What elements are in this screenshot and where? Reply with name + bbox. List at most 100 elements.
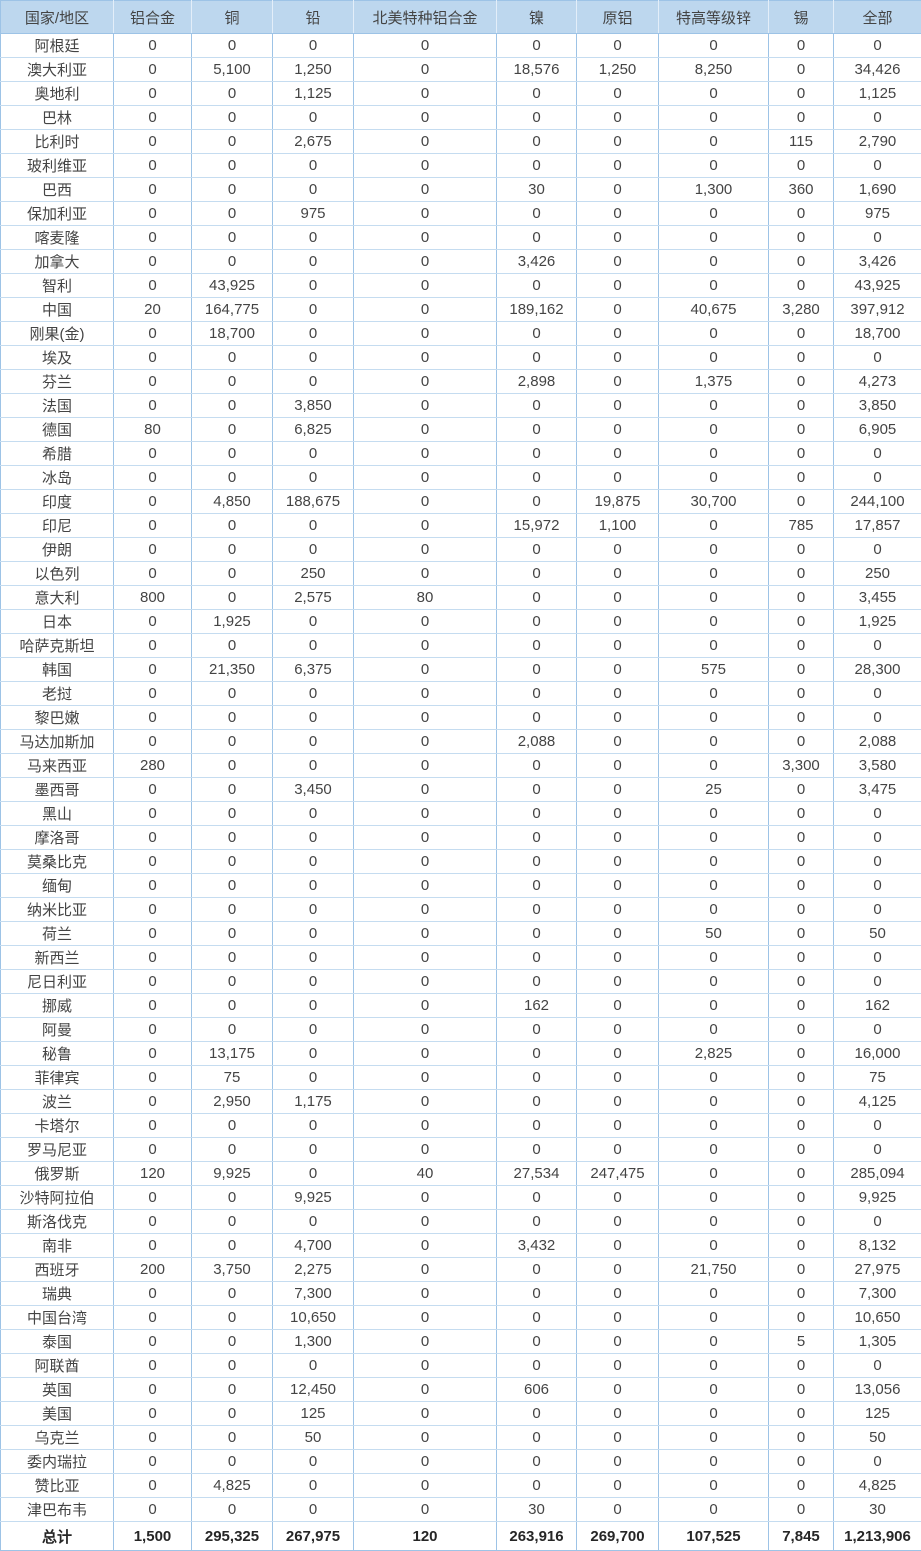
value-cell[interactable]: 4,700 (273, 1234, 354, 1258)
value-cell[interactable]: 0 (114, 1402, 192, 1426)
value-cell[interactable]: 30 (497, 1498, 577, 1522)
value-cell[interactable]: 0 (114, 370, 192, 394)
value-cell[interactable]: 0 (192, 154, 273, 178)
column-header-5[interactable]: 镍 (497, 1, 577, 34)
value-cell[interactable]: 0 (659, 1090, 769, 1114)
value-cell[interactable]: 30 (497, 178, 577, 202)
value-cell[interactable]: 0 (769, 346, 834, 370)
value-cell[interactable]: 0 (354, 370, 497, 394)
value-cell[interactable]: 3,475 (834, 778, 921, 802)
value-cell[interactable]: 0 (273, 34, 354, 58)
country-cell[interactable]: 摩洛哥 (1, 826, 114, 850)
value-cell[interactable]: 0 (659, 1138, 769, 1162)
value-cell[interactable]: 27,975 (834, 1258, 921, 1282)
value-cell[interactable]: 0 (577, 274, 659, 298)
value-cell[interactable]: 0 (497, 274, 577, 298)
country-cell[interactable]: 埃及 (1, 346, 114, 370)
value-cell[interactable]: 0 (659, 442, 769, 466)
value-cell[interactable]: 0 (354, 1210, 497, 1234)
value-cell[interactable]: 10,650 (834, 1306, 921, 1330)
value-cell[interactable]: 6,825 (273, 418, 354, 442)
value-cell[interactable]: 0 (192, 706, 273, 730)
country-cell[interactable]: 玻利维亚 (1, 154, 114, 178)
value-cell[interactable]: 250 (834, 562, 921, 586)
value-cell[interactable]: 0 (577, 1474, 659, 1498)
value-cell[interactable]: 0 (577, 1306, 659, 1330)
value-cell[interactable]: 0 (497, 946, 577, 970)
value-cell[interactable]: 0 (114, 922, 192, 946)
value-cell[interactable]: 0 (354, 1066, 497, 1090)
value-cell[interactable]: 1,100 (577, 514, 659, 538)
value-cell[interactable]: 0 (273, 874, 354, 898)
value-cell[interactable]: 3,455 (834, 586, 921, 610)
value-cell[interactable]: 3,300 (769, 754, 834, 778)
value-cell[interactable]: 0 (273, 754, 354, 778)
value-cell[interactable]: 0 (659, 970, 769, 994)
value-cell[interactable]: 0 (769, 610, 834, 634)
value-cell[interactable]: 0 (577, 1018, 659, 1042)
value-cell[interactable]: 12,450 (273, 1378, 354, 1402)
value-cell[interactable]: 0 (273, 802, 354, 826)
value-cell[interactable]: 0 (273, 106, 354, 130)
value-cell[interactable]: 0 (659, 274, 769, 298)
value-cell[interactable]: 0 (192, 514, 273, 538)
value-cell[interactable]: 0 (577, 754, 659, 778)
value-cell[interactable]: 0 (273, 682, 354, 706)
value-cell[interactable]: 0 (273, 514, 354, 538)
value-cell[interactable]: 0 (192, 226, 273, 250)
value-cell[interactable]: 19,875 (577, 490, 659, 514)
value-cell[interactable]: 0 (192, 82, 273, 106)
value-cell[interactable]: 0 (114, 994, 192, 1018)
value-cell[interactable]: 0 (769, 274, 834, 298)
value-cell[interactable]: 0 (354, 226, 497, 250)
value-cell[interactable]: 0 (273, 1162, 354, 1186)
value-cell[interactable]: 0 (192, 850, 273, 874)
value-cell[interactable]: 0 (769, 898, 834, 922)
value-cell[interactable]: 0 (354, 1282, 497, 1306)
value-cell[interactable]: 0 (192, 1450, 273, 1474)
value-cell[interactable]: 0 (497, 826, 577, 850)
country-cell[interactable]: 比利时 (1, 130, 114, 154)
value-cell[interactable]: 0 (834, 1114, 921, 1138)
value-cell[interactable]: 0 (192, 1210, 273, 1234)
value-cell[interactable]: 0 (577, 1282, 659, 1306)
value-cell[interactable]: 0 (192, 970, 273, 994)
value-cell[interactable]: 0 (659, 226, 769, 250)
value-cell[interactable]: 0 (354, 58, 497, 82)
country-cell[interactable]: 中国 (1, 298, 114, 322)
value-cell[interactable]: 20 (114, 298, 192, 322)
value-cell[interactable]: 0 (273, 250, 354, 274)
country-cell[interactable]: 西班牙 (1, 1258, 114, 1282)
value-cell[interactable]: 0 (354, 538, 497, 562)
value-cell[interactable]: 0 (834, 1018, 921, 1042)
value-cell[interactable]: 5 (769, 1330, 834, 1354)
value-cell[interactable]: 0 (834, 850, 921, 874)
country-cell[interactable]: 菲律宾 (1, 1066, 114, 1090)
value-cell[interactable]: 28,300 (834, 658, 921, 682)
value-cell[interactable]: 0 (273, 610, 354, 634)
country-cell[interactable]: 中国台湾 (1, 1306, 114, 1330)
value-cell[interactable]: 0 (354, 730, 497, 754)
value-cell[interactable]: 785 (769, 514, 834, 538)
value-cell[interactable]: 0 (354, 442, 497, 466)
value-cell[interactable]: 0 (192, 1354, 273, 1378)
country-cell[interactable]: 加拿大 (1, 250, 114, 274)
value-cell[interactable]: 0 (769, 1354, 834, 1378)
value-cell[interactable]: 120 (354, 1522, 497, 1551)
value-cell[interactable]: 0 (354, 706, 497, 730)
value-cell[interactable]: 0 (659, 826, 769, 850)
value-cell[interactable]: 0 (354, 274, 497, 298)
value-cell[interactable]: 0 (834, 970, 921, 994)
value-cell[interactable]: 0 (114, 826, 192, 850)
value-cell[interactable]: 0 (769, 1426, 834, 1450)
value-cell[interactable]: 7,300 (834, 1282, 921, 1306)
value-cell[interactable]: 0 (114, 58, 192, 82)
value-cell[interactable]: 0 (192, 1306, 273, 1330)
country-cell[interactable]: 保加利亚 (1, 202, 114, 226)
value-cell[interactable]: 0 (659, 610, 769, 634)
country-cell[interactable]: 津巴布韦 (1, 1498, 114, 1522)
value-cell[interactable]: 0 (659, 802, 769, 826)
value-cell[interactable]: 1,375 (659, 370, 769, 394)
value-cell[interactable]: 0 (114, 346, 192, 370)
value-cell[interactable]: 0 (769, 970, 834, 994)
